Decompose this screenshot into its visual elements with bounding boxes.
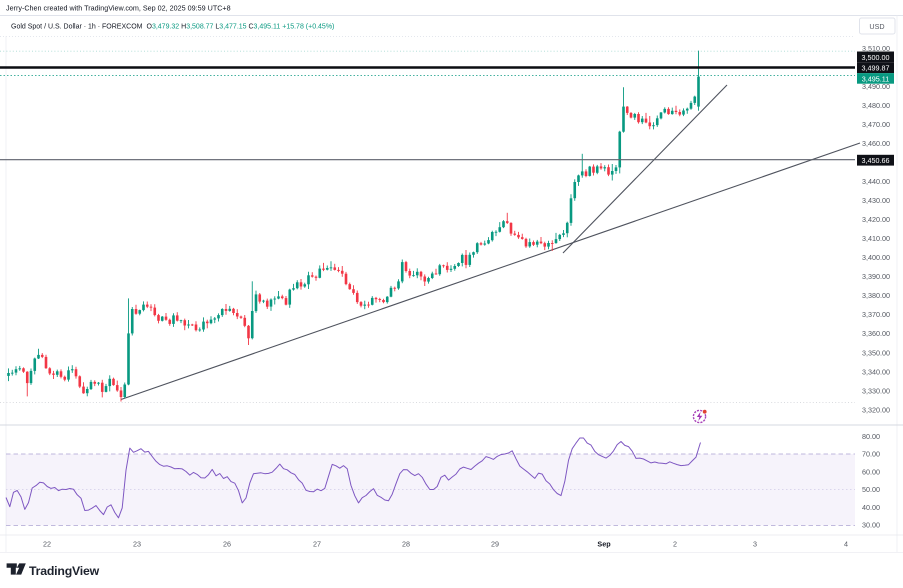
svg-text:30.00: 30.00 bbox=[862, 521, 880, 530]
svg-text:3,410.00: 3,410.00 bbox=[862, 234, 890, 243]
svg-text:3,350.00: 3,350.00 bbox=[862, 348, 890, 357]
svg-text:3,420.00: 3,420.00 bbox=[862, 215, 890, 224]
svg-text:3,380.00: 3,380.00 bbox=[862, 291, 890, 300]
svg-text:3,510.00: 3,510.00 bbox=[862, 44, 890, 53]
svg-text:22: 22 bbox=[43, 540, 51, 549]
svg-text:28: 28 bbox=[402, 540, 410, 549]
svg-text:3,500.00: 3,500.00 bbox=[862, 53, 890, 62]
svg-text:3,430.00: 3,430.00 bbox=[862, 196, 890, 205]
svg-text:3,495.11: 3,495.11 bbox=[862, 74, 889, 83]
svg-text:70.00: 70.00 bbox=[862, 450, 880, 459]
svg-text:29: 29 bbox=[491, 540, 499, 549]
svg-text:3,320.00: 3,320.00 bbox=[862, 405, 890, 414]
svg-text:3,360.00: 3,360.00 bbox=[862, 329, 890, 338]
svg-text:TradingView: TradingView bbox=[29, 564, 100, 578]
svg-text:3,470.00: 3,470.00 bbox=[862, 120, 890, 129]
svg-text:26: 26 bbox=[223, 540, 231, 549]
svg-text:4: 4 bbox=[844, 540, 848, 549]
svg-text:3,490.00: 3,490.00 bbox=[862, 82, 890, 91]
svg-text:3,460.00: 3,460.00 bbox=[862, 139, 890, 148]
svg-text:3,330.00: 3,330.00 bbox=[862, 386, 890, 395]
svg-text:3,440.00: 3,440.00 bbox=[862, 177, 890, 186]
svg-text:80.00: 80.00 bbox=[862, 432, 880, 441]
svg-text:Gold Spot / U.S. Dollar · 1h ·: Gold Spot / U.S. Dollar · 1h · FOREXCOM bbox=[11, 24, 143, 31]
svg-text:60.00: 60.00 bbox=[862, 467, 880, 476]
svg-text:40.00: 40.00 bbox=[862, 503, 880, 512]
svg-text:3,450.66: 3,450.66 bbox=[862, 156, 890, 165]
svg-text:3,480.00: 3,480.00 bbox=[862, 101, 890, 110]
svg-text:23: 23 bbox=[133, 540, 141, 549]
svg-text:50.00: 50.00 bbox=[862, 485, 880, 494]
svg-text:3,340.00: 3,340.00 bbox=[862, 367, 890, 376]
svg-text:27: 27 bbox=[313, 540, 321, 549]
svg-text:3,370.00: 3,370.00 bbox=[862, 310, 890, 319]
svg-text:2: 2 bbox=[673, 540, 677, 549]
svg-text:3: 3 bbox=[753, 540, 757, 549]
svg-text:3,400.00: 3,400.00 bbox=[862, 253, 890, 262]
svg-text:Jerry-Chen created with Tradin: Jerry-Chen created with TradingView.com,… bbox=[6, 4, 231, 13]
svg-text:3,390.00: 3,390.00 bbox=[862, 272, 890, 281]
svg-text:USD: USD bbox=[869, 22, 884, 31]
svg-text:O3,479.32 H3,508.77 L3,477.1: O3,479.32 H3,508.77 L3,477.15 C3,495.11 … bbox=[147, 24, 335, 31]
svg-text:Sep: Sep bbox=[597, 540, 611, 549]
svg-text:3,499.87: 3,499.87 bbox=[862, 64, 890, 73]
